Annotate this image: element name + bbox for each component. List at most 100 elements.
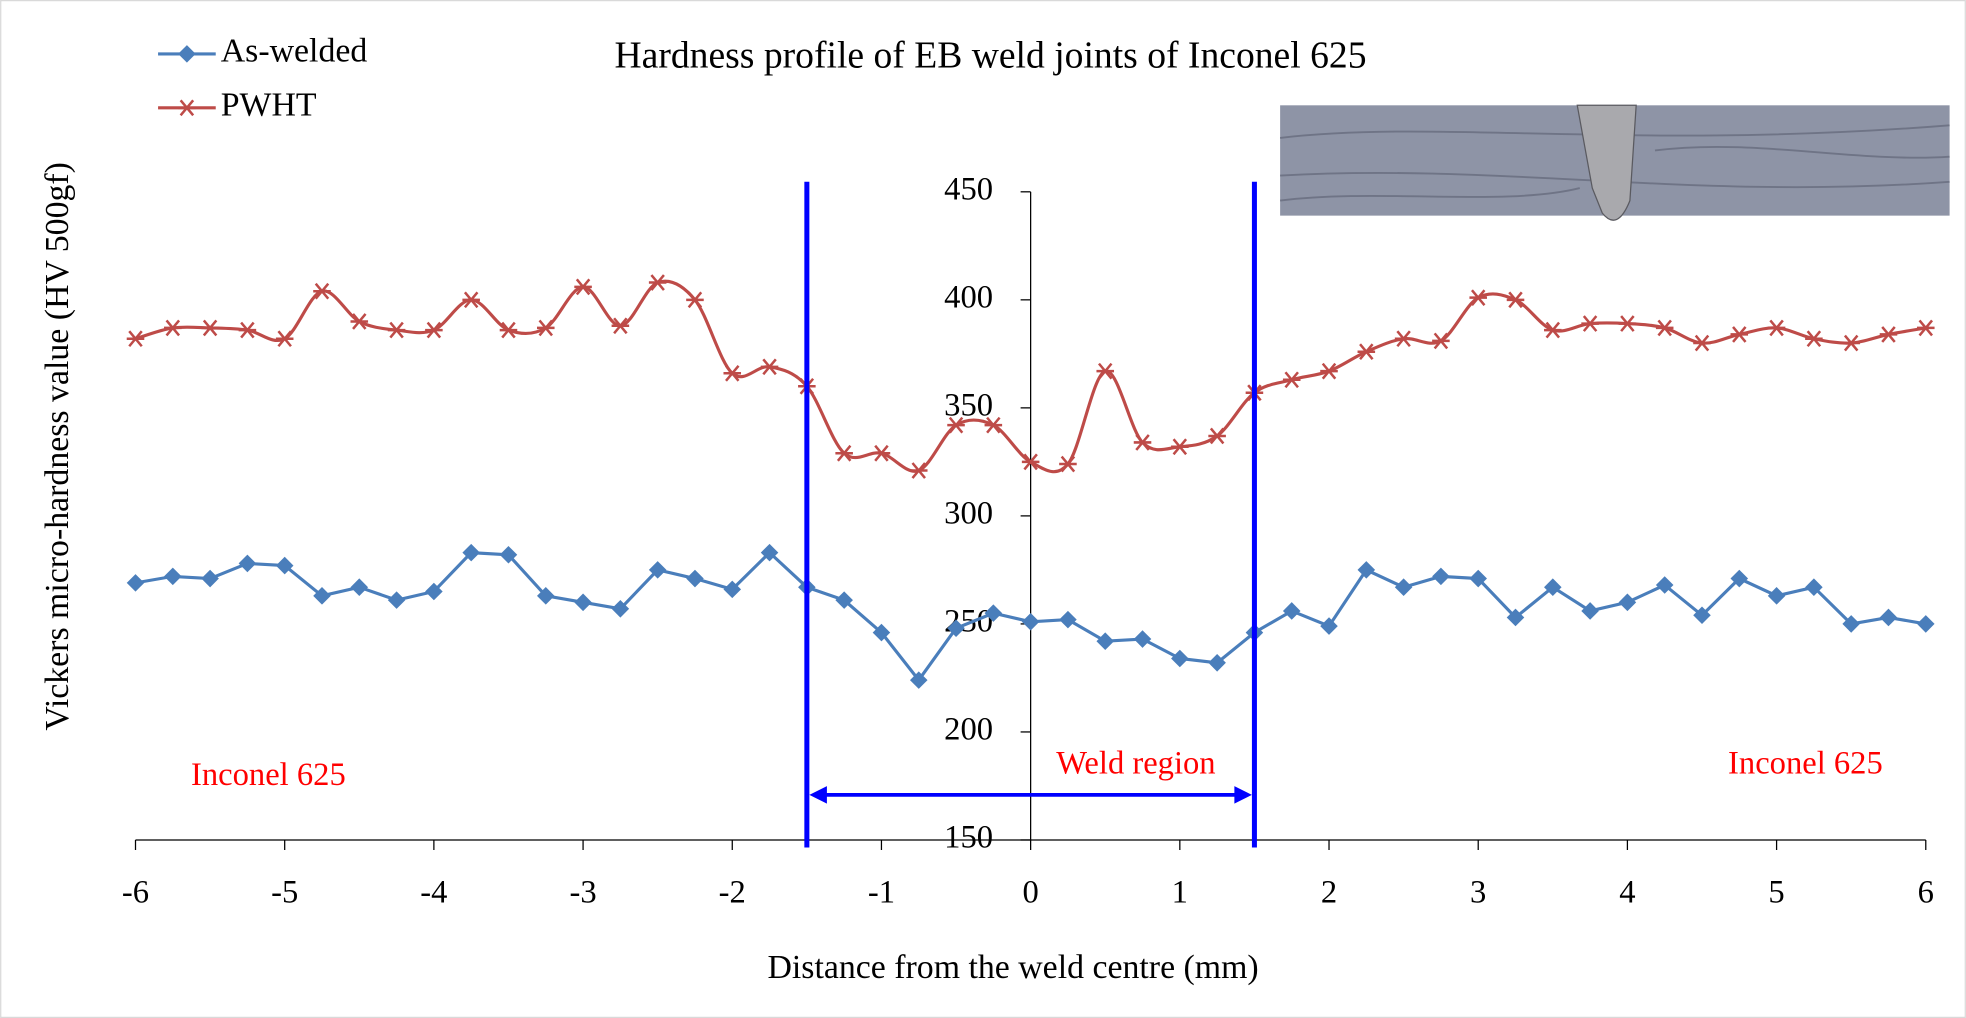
marker: [1171, 649, 1189, 668]
marker: [760, 358, 779, 376]
marker: [611, 317, 630, 335]
marker: [686, 569, 704, 588]
marker: [1096, 632, 1115, 650]
marker: [909, 671, 928, 689]
annotation: Weld region: [1056, 745, 1215, 781]
marker: [1208, 427, 1226, 445]
marker: [835, 444, 853, 462]
marker: [1059, 455, 1077, 473]
marker: [126, 574, 145, 592]
x-tick-label: -1: [868, 875, 895, 911]
marker: [1655, 319, 1674, 337]
y-tick-label: 450: [944, 171, 993, 207]
marker: [425, 582, 443, 601]
marker: [387, 321, 406, 339]
marker: [1357, 343, 1376, 361]
marker: [275, 556, 294, 575]
marker: [1618, 315, 1637, 332]
chart-title: Hardness profile of EB weld joints of In…: [615, 35, 1367, 77]
marker: [1432, 332, 1450, 350]
marker: [574, 593, 592, 612]
marker: [984, 416, 1003, 434]
x-tick-label: -2: [719, 875, 746, 911]
marker: [1506, 291, 1525, 309]
x-tick-label: 6: [1918, 875, 1934, 911]
marker: [536, 319, 555, 337]
arrow-head: [809, 786, 827, 804]
marker: [835, 591, 853, 609]
annotation: Inconel 625: [191, 757, 346, 793]
x-tick-label: 0: [1022, 875, 1038, 911]
marker: [1469, 289, 1487, 307]
x-axis-label: Distance from the weld centre (mm): [767, 949, 1258, 986]
marker: [1917, 319, 1935, 337]
marker: [1842, 334, 1860, 352]
marker: [1059, 610, 1077, 629]
marker: [1879, 608, 1898, 627]
marker: [1320, 362, 1338, 380]
marker: [1469, 569, 1487, 588]
y-tick-label: 300: [944, 495, 993, 531]
marker: [1581, 602, 1599, 620]
marker: [984, 604, 1003, 622]
marker: [1693, 606, 1711, 625]
x-tick-label: -5: [271, 875, 298, 911]
marker: [872, 444, 891, 462]
y-axis-label: Vickers micro-hardness value (HV 500gf): [39, 162, 76, 731]
x-tick-label: -4: [420, 875, 447, 911]
marker: [947, 619, 965, 638]
marker: [1917, 615, 1935, 633]
marker: [238, 321, 257, 339]
marker: [350, 578, 369, 596]
marker: [1096, 362, 1115, 380]
marker: [1693, 334, 1711, 352]
marker: [1730, 569, 1749, 588]
marker: [1208, 654, 1226, 672]
x-tick-label: 1: [1172, 875, 1188, 911]
marker: [1021, 453, 1040, 471]
marker: [499, 546, 518, 564]
marker: [178, 99, 196, 117]
marker: [909, 462, 928, 479]
legend-label: PWHT: [221, 87, 317, 124]
y-tick-label: 200: [944, 711, 993, 747]
x-tick-label: -3: [570, 875, 597, 911]
marker: [1767, 319, 1786, 337]
marker: [1133, 630, 1152, 648]
marker: [611, 600, 630, 618]
y-tick-label: 150: [944, 819, 993, 855]
y-tick-label: 400: [944, 279, 993, 315]
marker: [164, 567, 182, 586]
marker: [499, 321, 518, 339]
photo-weld: [1576, 104, 1637, 221]
marker: [178, 45, 196, 63]
marker: [648, 561, 667, 579]
marker: [872, 623, 891, 642]
marker: [1805, 578, 1823, 596]
marker: [1282, 371, 1301, 389]
marker: [126, 330, 145, 348]
x-tick-label: 5: [1768, 875, 1784, 911]
x-tick-label: 4: [1619, 875, 1635, 911]
marker: [313, 587, 331, 605]
marker: [238, 554, 257, 573]
marker: [201, 569, 219, 588]
marker: [648, 274, 667, 291]
marker: [1805, 330, 1823, 348]
marker: [723, 364, 742, 382]
marker: [686, 291, 704, 309]
weld-photo: [1280, 104, 1950, 221]
marker: [574, 278, 592, 296]
annotation: Inconel 625: [1728, 745, 1883, 781]
marker: [425, 321, 443, 339]
marker: [387, 591, 406, 609]
marker: [1655, 576, 1674, 594]
marker: [1171, 438, 1189, 456]
marker: [462, 543, 480, 562]
legend-label: As-welded: [221, 33, 368, 70]
marker: [1581, 315, 1599, 332]
marker: [201, 319, 219, 337]
marker: [1879, 326, 1898, 343]
marker: [1320, 617, 1338, 635]
